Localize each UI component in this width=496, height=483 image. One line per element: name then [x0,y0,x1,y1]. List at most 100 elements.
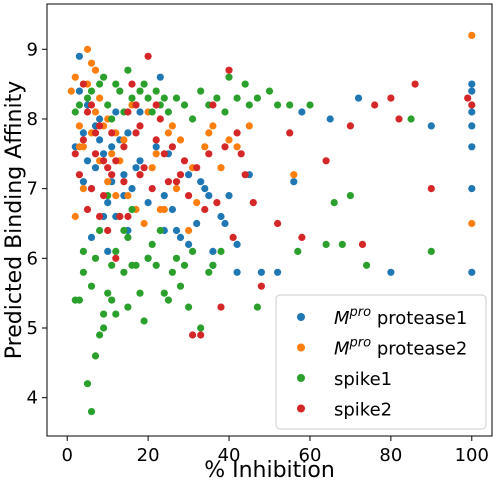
data-point [468,108,476,116]
data-point [217,164,225,172]
data-point [124,192,132,200]
data-point [201,143,209,151]
data-point [209,122,217,130]
data-point [75,171,83,179]
data-point [176,136,185,144]
data-point [87,59,96,67]
data-point [91,352,100,360]
data-point [124,233,132,241]
legend-label: Mpro protease2 [334,336,467,360]
data-point [164,129,172,137]
data-point [128,205,136,214]
data-point [201,205,209,214]
y-tick-label: 9 [27,39,38,60]
data-point [180,157,189,165]
data-point [197,331,205,339]
legend-label-rest: protease2 [371,339,467,360]
data-point [241,80,249,88]
data-point [140,164,148,172]
data-point [233,143,241,151]
data-point [96,226,104,235]
data-point [87,282,96,290]
data-point [144,199,152,207]
data-point [108,115,116,123]
data-point [71,108,79,116]
x-tick-label: 100 [455,445,489,466]
legend-label: Mpro protease1 [334,305,467,329]
x-tick-label: 60 [299,445,322,466]
data-point [79,185,87,193]
data-point [104,199,112,207]
data-point [112,108,120,116]
legend-label-base: M [334,308,350,329]
data-point [132,101,140,109]
data-point [189,331,197,339]
data-point [128,94,136,102]
data-point [160,192,168,200]
data-point [104,226,112,235]
data-point [140,317,148,325]
data-point [201,185,209,193]
data-point [168,205,176,214]
data-point [71,296,79,304]
legend-marker [297,404,305,413]
data-point [132,129,140,137]
data-point [96,212,104,221]
data-point [205,150,213,158]
data-point [148,108,156,116]
data-point [156,226,164,235]
data-point [96,115,104,123]
data-point [205,268,213,276]
data-point [225,192,233,200]
data-point [189,115,197,123]
data-point [265,87,274,95]
data-point [108,129,116,137]
data-point [209,261,217,269]
data-point [205,129,213,137]
legend-box [275,294,487,430]
data-point [104,101,112,109]
data-point [221,143,229,151]
data-point [346,122,354,130]
series-3 [71,52,476,339]
x-axis: 0 20 40 60 80 100 [62,436,489,466]
data-point [120,136,128,144]
data-point [225,136,233,144]
data-point [468,143,476,151]
data-point [116,212,124,221]
data-point [338,240,346,248]
data-point [83,94,92,102]
data-point [253,303,261,311]
data-point [148,164,156,172]
data-point [83,380,92,388]
data-point [225,73,233,81]
data-point [96,331,104,339]
data-point [100,192,108,200]
data-point [326,115,334,123]
data-point [104,247,112,255]
data-point [120,171,128,179]
data-point [116,87,124,95]
data-point [245,101,253,109]
data-point [71,150,79,158]
data-point [75,101,83,109]
data-point [120,268,128,276]
data-point [83,157,92,165]
data-point [221,219,229,228]
data-point [91,150,100,158]
data-point [160,205,168,214]
y-axis-label: Predicted Binding Affinity [2,81,27,359]
data-point [205,192,213,200]
data-point [274,219,282,228]
data-point [144,52,152,60]
data-point [124,212,132,221]
data-point [87,233,96,241]
data-point [160,289,168,297]
y-tick-label: 4 [27,388,38,409]
data-point [148,240,156,248]
data-point [237,150,245,158]
data-point [468,101,476,109]
data-point [217,247,225,255]
data-point [286,101,294,109]
